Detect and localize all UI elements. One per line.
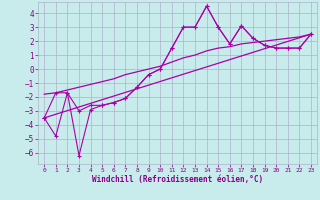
X-axis label: Windchill (Refroidissement éolien,°C): Windchill (Refroidissement éolien,°C) [92,175,263,184]
